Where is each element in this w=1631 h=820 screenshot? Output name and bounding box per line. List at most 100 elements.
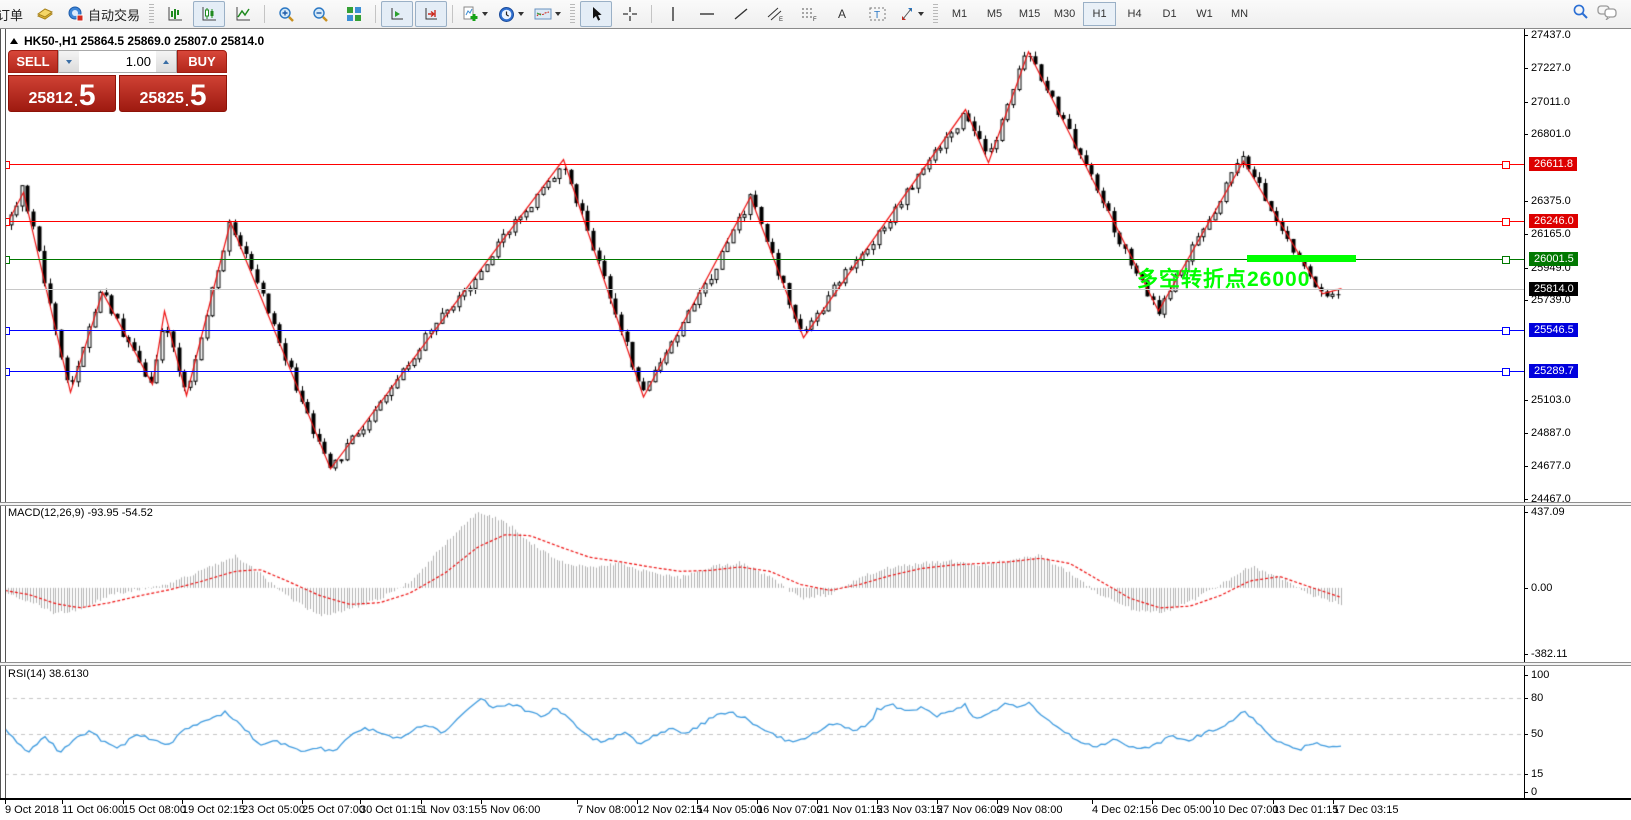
timeframe-W1[interactable]: W1 <box>1196 8 1213 20</box>
time-tick-mark <box>1273 800 1274 804</box>
template-icon <box>534 6 552 22</box>
time-tick-mark <box>1152 800 1153 804</box>
horizontal-line-26246[interactable] <box>5 221 1524 222</box>
time-label: 30 Oct 01:15 <box>360 804 423 816</box>
line-chart-button[interactable] <box>227 1 259 27</box>
crosshair-tool-button[interactable] <box>614 1 646 27</box>
chart-shift-button[interactable] <box>415 1 448 27</box>
arrows-tool-button[interactable] <box>895 1 928 27</box>
bar-chart-button[interactable] <box>159 1 191 27</box>
horizontal-line-25289.7[interactable] <box>5 371 1524 372</box>
time-label: 7 Nov 08:00 <box>577 804 637 816</box>
zoom-in-button[interactable] <box>270 1 302 27</box>
cursor-tool-button[interactable] <box>580 1 613 27</box>
text-label-tool-button[interactable]: T <box>861 1 893 27</box>
fibonacci-tool-button[interactable]: F <box>793 1 825 27</box>
volume-increase-button[interactable] <box>156 51 176 72</box>
macd-pane-separator[interactable] <box>0 502 1631 506</box>
time-tick-mark <box>1092 800 1093 804</box>
candlestick-chart-button[interactable] <box>193 1 226 27</box>
volume-input[interactable]: 1.00 <box>125 54 151 69</box>
timeframe-MN[interactable]: MN <box>1230 8 1249 20</box>
timeframe-M1[interactable]: M1 <box>951 8 968 20</box>
timeframe-M15[interactable]: M15 <box>1018 8 1041 20</box>
horizontal-line-25546.5[interactable] <box>5 330 1524 331</box>
horizontal-line-tool-button[interactable] <box>691 1 723 27</box>
axis-tick-mark <box>1524 792 1528 793</box>
new-order-label: 订单 <box>0 7 24 23</box>
vertical-line-tool-button[interactable] <box>657 1 689 27</box>
axis-tick-mark <box>1524 200 1528 202</box>
axis-tick-mark <box>1524 433 1528 435</box>
equidistant-channel-tool-button[interactable]: E <box>759 1 791 27</box>
rsi-tick: 15 <box>1531 768 1544 781</box>
buy-button[interactable]: BUY <box>177 50 227 73</box>
price-axis[interactable]: 27437.0 27227.0 27011.0 26801.0 26375.0 26165… <box>1524 28 1631 798</box>
auto-scroll-button[interactable] <box>381 1 414 27</box>
chart-title: HK50-,H1 25864.5 25869.0 25807.0 25814.0 <box>10 34 264 48</box>
annotation-text[interactable]: 多空转折点26000 <box>1137 268 1311 291</box>
time-label: 25 Oct 07:00 <box>302 804 365 816</box>
timeframe-H1[interactable]: H1 <box>1083 2 1117 26</box>
zoom-out-icon <box>312 6 329 23</box>
last-price-line[interactable] <box>5 289 1524 290</box>
horizontal-line-26001.5[interactable] <box>5 259 1524 260</box>
axis-tick-mark <box>1524 67 1528 69</box>
timeframe-M5[interactable]: M5 <box>986 8 1003 20</box>
sell-price[interactable]: 25812. 5 <box>8 75 116 112</box>
buy-price-main: 25825 <box>139 90 184 107</box>
time-label: 17 Dec 03:15 <box>1333 804 1399 816</box>
volume-decrease-button[interactable] <box>59 51 79 72</box>
autotrading-button[interactable]: 自动交易 <box>63 1 144 27</box>
toolbar-grip <box>933 4 939 24</box>
rsi-tick: 100 <box>1531 669 1550 681</box>
indicators-dropdown-caret <box>482 12 489 16</box>
timeframe-M30[interactable]: M30 <box>1053 8 1076 20</box>
tile-windows-button[interactable] <box>338 1 370 27</box>
line-handle[interactable] <box>1502 161 1510 169</box>
search-icon[interactable] <box>1572 3 1589 25</box>
rsi-pane-separator[interactable] <box>0 662 1631 666</box>
indicators-button[interactable] <box>458 1 492 27</box>
highlight-segment[interactable] <box>1247 255 1356 262</box>
buy-price[interactable]: 25825. 5 <box>119 75 227 112</box>
line-handle[interactable] <box>1502 256 1510 264</box>
svg-text:F: F <box>813 17 817 22</box>
line-handle[interactable] <box>1502 218 1510 226</box>
horizontal-line-26611.8[interactable] <box>5 164 1524 165</box>
zoom-out-button[interactable] <box>304 1 336 27</box>
timeframe-H4[interactable]: H4 <box>1127 8 1142 20</box>
sell-button[interactable]: SELL <box>8 50 58 73</box>
strategy-tester-button[interactable] <box>29 1 61 27</box>
price-line-badge: 25546.5 <box>1529 323 1578 338</box>
text-tool-button[interactable]: A <box>827 1 859 27</box>
chat-icon[interactable] <box>1597 4 1617 25</box>
templates-button[interactable] <box>530 1 565 27</box>
chart-shift-icon <box>423 6 439 22</box>
line-handle[interactable] <box>1502 368 1510 376</box>
time-tick-mark <box>817 800 818 804</box>
new-order-button[interactable]: 订单 <box>0 1 27 27</box>
axis-tick-mark <box>1524 499 1528 501</box>
axis-tick-mark <box>1524 698 1528 700</box>
tile-windows-icon <box>346 6 362 22</box>
time-axis[interactable]: 9 Oct 2018 11 Oct 06:00 15 Oct 08:00 19 Oct… <box>0 798 1631 820</box>
timeframe-D1[interactable]: D1 <box>1162 8 1177 20</box>
one-click-collapse-icon[interactable] <box>10 38 18 44</box>
time-label: 5 Nov 06:00 <box>481 804 541 816</box>
time-label: 6 Dec 05:00 <box>1152 804 1212 816</box>
trendline-tool-button[interactable] <box>725 1 757 27</box>
cursor-icon <box>589 6 604 22</box>
line-handle[interactable] <box>1502 327 1510 335</box>
periods-button[interactable] <box>494 1 528 27</box>
time-label: 13 Dec 01:15 <box>1273 804 1339 816</box>
last-price-badge: 25814.0 <box>1529 281 1578 296</box>
autotrading-label: 自动交易 <box>88 7 141 23</box>
sell-price-big: 5 <box>78 79 96 112</box>
axis-tick-mark <box>1524 134 1528 136</box>
macd-tick: -382.11 <box>1531 648 1568 661</box>
toolbar-separator <box>264 5 266 23</box>
price-tick: 24677.0 <box>1531 460 1571 473</box>
chart-title-text: HK50-,H1 25864.5 25869.0 25807.0 25814.0 <box>24 34 265 48</box>
